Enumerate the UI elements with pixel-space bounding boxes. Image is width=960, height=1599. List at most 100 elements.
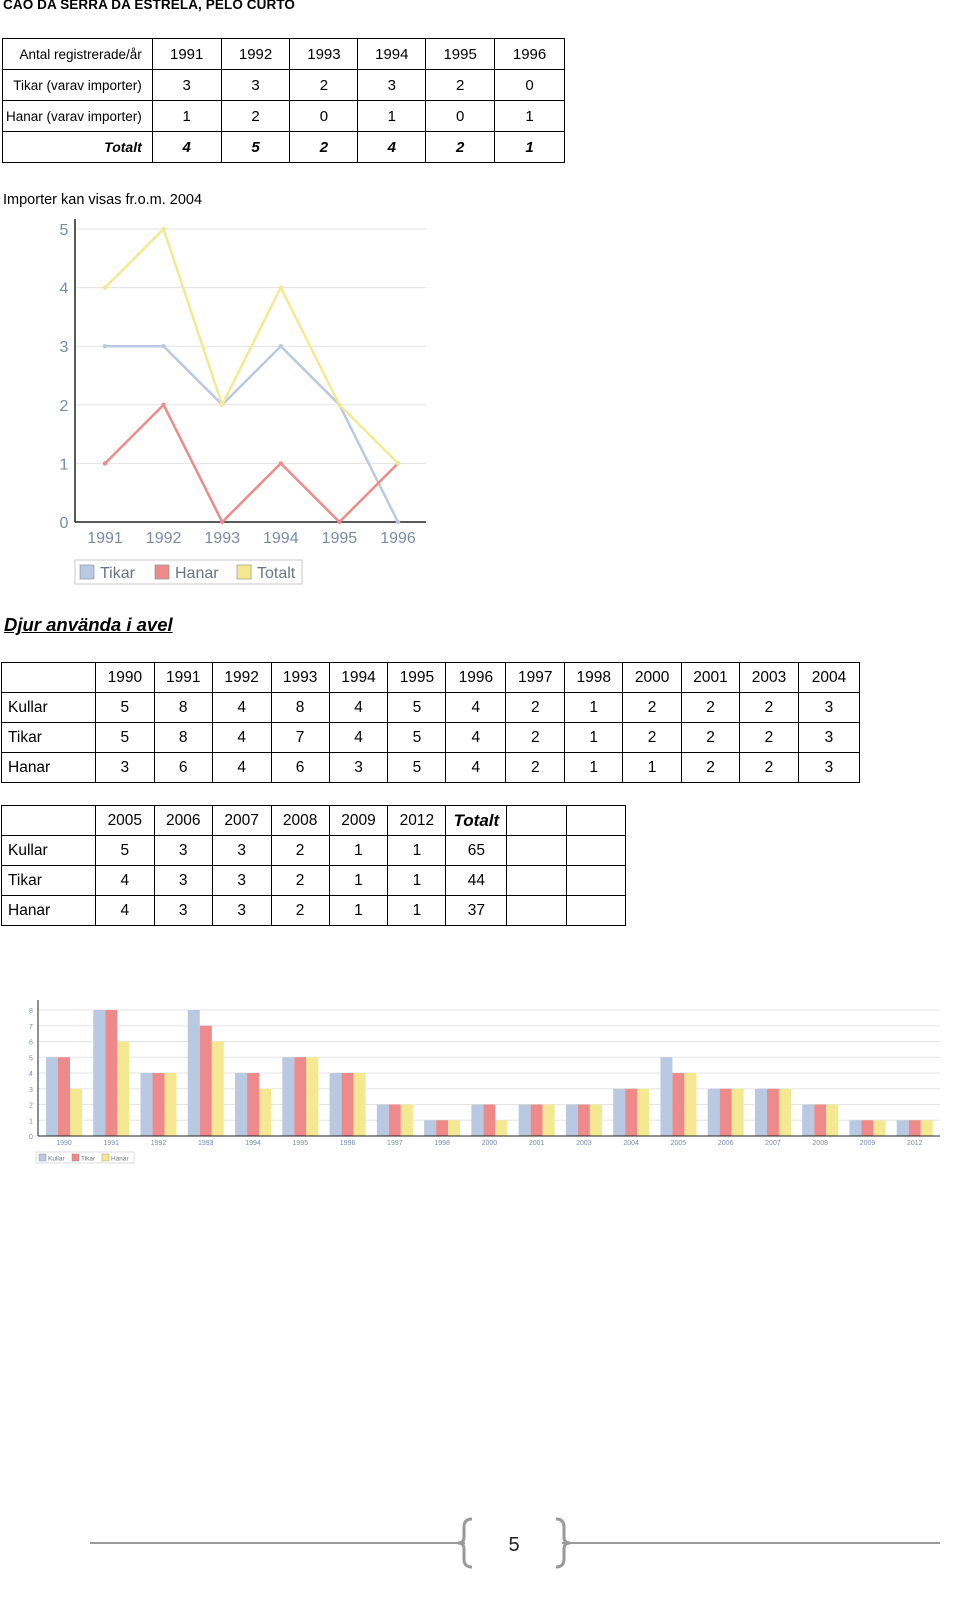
bar-hanar [731, 1088, 744, 1136]
table-header-cell: 2008 [270, 805, 330, 836]
table-row: 1990 1991 1992 1993 1994 1995 1996 1997 1998 2000… [1, 662, 861, 693]
table-cell: 2 [505, 692, 566, 723]
table-header-cell [566, 805, 626, 836]
page-footer: 5 [90, 1517, 940, 1569]
table-header-cell: 1992 [211, 662, 272, 693]
table-cell: 8 [153, 692, 213, 723]
table-row: Hanar 4 3 3 2 1 1 37 [1, 895, 626, 926]
table-cell: 2 [289, 131, 359, 163]
bar-kullar [518, 1104, 531, 1136]
legend-label: Tikar [100, 565, 136, 582]
data-point [161, 226, 166, 232]
table-header-cell: 1994 [328, 662, 389, 693]
table-cell: 4 [211, 722, 272, 753]
bar-hanar [589, 1104, 602, 1136]
bar-group-1992 [140, 1073, 177, 1136]
y-tick-label: 4 [29, 1071, 33, 1078]
table-cell: 3 [153, 865, 213, 896]
table-row: Tikar 5 8 4 7 4 5 4 2 1 2 2 2 3 [1, 722, 861, 753]
breeding-table: 1990 1991 1992 1993 1994 1995 1996 1997 1998 2000… [1, 662, 861, 783]
table-cell: 2 [681, 752, 740, 783]
legend-box [35, 1151, 135, 1164]
series-line [105, 344, 400, 523]
legend-label: Tikar [81, 1156, 96, 1163]
bar-kullar [471, 1104, 484, 1136]
bar-group-1990 [46, 1057, 82, 1136]
table-cell: 0 [494, 69, 565, 101]
bar-kullar [565, 1104, 578, 1136]
data-point [161, 402, 166, 407]
table-row: Totalt 4 5 2 4 2 1 [2, 131, 565, 163]
bar-kullar [754, 1088, 767, 1136]
bar-tikar [814, 1104, 827, 1136]
x-tick-label: 1995 [322, 530, 358, 547]
table-cell: 0 [289, 100, 359, 132]
y-tick-label: 5 [60, 222, 69, 239]
bar-group-1991 [93, 1010, 130, 1136]
x-tick-label: 1994 [263, 530, 299, 547]
table-cell: 2 [622, 692, 683, 723]
table-cell: 3 [797, 692, 861, 723]
table-cell: 2 [270, 835, 330, 866]
table-header-cell: 1997 [505, 662, 566, 693]
bar-tikar [530, 1104, 543, 1136]
table-cell [566, 895, 626, 926]
table-cell: 2 [681, 722, 740, 753]
table-cell: 5 [220, 131, 291, 163]
line-chart: 0 1 2 3 4 5 1991 1992 1993 1994 1995 1996 Tikar Hanar… [60, 219, 426, 585]
table-cell: 4 [445, 692, 507, 723]
table-cell: 2 [622, 722, 683, 753]
table-cell: 5 [387, 692, 447, 723]
section-heading: Djur använda i avel [4, 614, 173, 635]
bar-tikar [294, 1057, 307, 1136]
table-row: Kullar 5 3 3 2 1 1 65 [1, 835, 626, 866]
table-cell: 4 [151, 131, 222, 163]
import-note: Importer kan visas fr.o.m. 2004 [3, 192, 203, 208]
bar-hanar [873, 1120, 886, 1136]
bar-hanar [353, 1073, 366, 1136]
table-row: Hanar (varav importer) 1 2 0 1 0 1 [2, 100, 565, 132]
table-cell: 3 [94, 752, 155, 783]
x-tick-label: 1993 [198, 1140, 214, 1147]
bar-group-1993 [187, 1010, 224, 1136]
y-tick-label: 0 [60, 515, 69, 532]
data-point [337, 519, 342, 525]
bar-hanar [920, 1120, 933, 1136]
bar-kullar [282, 1057, 295, 1136]
x-tick-label: 2007 [765, 1140, 781, 1147]
table-cell: 1 [494, 100, 565, 132]
bar-hanar [306, 1057, 319, 1136]
table-row: Hanar 3 6 4 6 3 5 4 2 1 1 2 2 3 [1, 752, 861, 783]
bar-tikar [58, 1057, 70, 1136]
bar-group-1996 [329, 1073, 366, 1136]
x-tick-label: 2005 [671, 1140, 687, 1147]
bar-kullar [376, 1104, 389, 1136]
legend-swatch [154, 564, 170, 580]
bar-kullar [660, 1057, 673, 1136]
table-cell: 5 [387, 722, 447, 753]
x-tick-label: 1994 [245, 1140, 261, 1147]
x-tick-label: 1990 [56, 1140, 72, 1147]
line-chart-legend: Tikar Hanar Totalt [74, 559, 303, 585]
legend-swatch [38, 1153, 47, 1162]
table-header-cell: 1994 [357, 38, 427, 70]
x-tick-label: 2006 [718, 1140, 734, 1147]
bar-kullar [329, 1073, 342, 1136]
table-cell: 37 [445, 895, 508, 926]
bar-tikar [388, 1104, 401, 1136]
row-label: Hanar [1, 895, 96, 926]
left-brace-icon [457, 1517, 473, 1569]
x-tick-label: 1993 [204, 530, 240, 547]
table-cell: 5 [94, 835, 155, 866]
bar-group-2000 [471, 1104, 508, 1136]
table-cell: 2 [505, 752, 566, 783]
series-totalt [102, 226, 401, 466]
bar-hanar [778, 1088, 791, 1136]
bar-group-2003 [565, 1104, 602, 1136]
y-tick-label: 7 [29, 1024, 33, 1031]
table-cell: 3 [797, 722, 861, 753]
data-point [337, 402, 342, 407]
y-tick-label: 4 [60, 281, 69, 298]
table-header-cell: 2003 [739, 662, 799, 693]
row-label: Kullar [1, 692, 96, 723]
